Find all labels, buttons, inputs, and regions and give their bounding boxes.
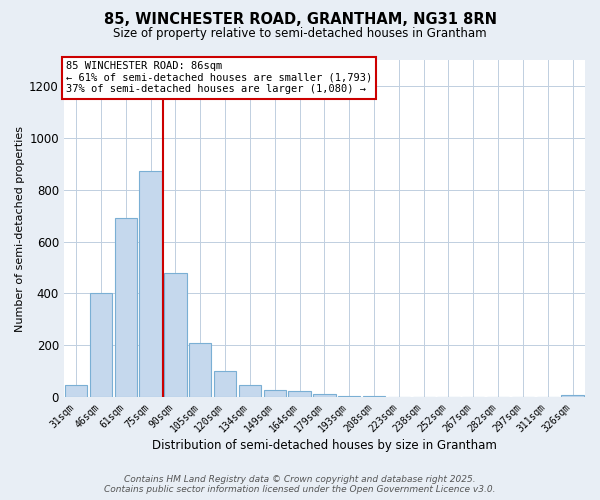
- Bar: [90, 294, 112, 397]
- Bar: [313, 394, 335, 397]
- Bar: [65, 386, 88, 397]
- Bar: [413, 396, 435, 397]
- Bar: [363, 396, 385, 397]
- Text: Size of property relative to semi-detached houses in Grantham: Size of property relative to semi-detach…: [113, 28, 487, 40]
- Bar: [214, 371, 236, 397]
- Text: 85, WINCHESTER ROAD, GRANTHAM, NG31 8RN: 85, WINCHESTER ROAD, GRANTHAM, NG31 8RN: [104, 12, 497, 28]
- Bar: [289, 390, 311, 397]
- Bar: [388, 396, 410, 397]
- Bar: [164, 272, 187, 397]
- Bar: [189, 342, 211, 397]
- Bar: [139, 172, 162, 397]
- Bar: [562, 395, 584, 397]
- Text: Contains HM Land Registry data © Crown copyright and database right 2025.
Contai: Contains HM Land Registry data © Crown c…: [104, 474, 496, 494]
- Bar: [115, 218, 137, 397]
- Bar: [239, 386, 261, 397]
- X-axis label: Distribution of semi-detached houses by size in Grantham: Distribution of semi-detached houses by …: [152, 440, 497, 452]
- Y-axis label: Number of semi-detached properties: Number of semi-detached properties: [15, 126, 25, 332]
- Bar: [338, 396, 361, 397]
- Bar: [263, 390, 286, 397]
- Text: 85 WINCHESTER ROAD: 86sqm
← 61% of semi-detached houses are smaller (1,793)
37% : 85 WINCHESTER ROAD: 86sqm ← 61% of semi-…: [66, 62, 372, 94]
